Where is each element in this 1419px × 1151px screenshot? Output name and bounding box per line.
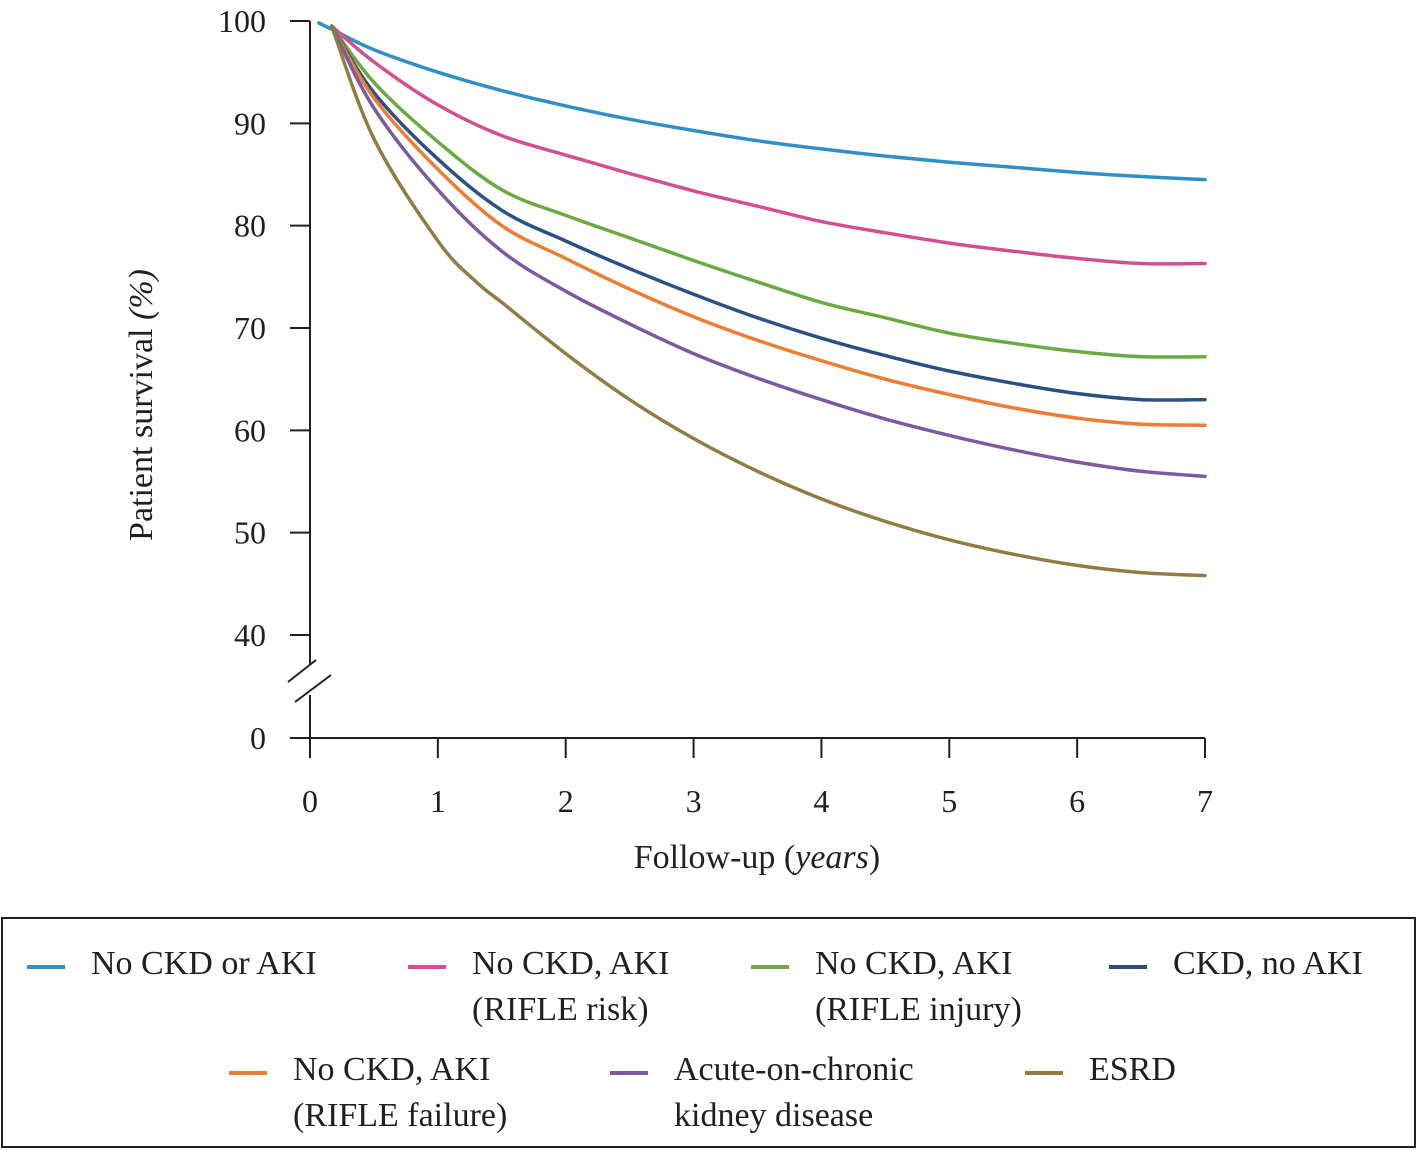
- legend-label-line: No CKD or AKI: [91, 945, 317, 982]
- x-tick-label: 2: [558, 783, 574, 819]
- x-axis-label: Follow-up (years): [634, 839, 880, 876]
- legend-label: No CKD, AKI (RIFLE injury): [815, 941, 1022, 1033]
- legend-swatch: [1109, 965, 1147, 969]
- series-line-7: [329, 24, 1207, 578]
- series-line-3: [329, 24, 1207, 359]
- x-ticks: 0 1 2 3 4 5 6 7: [302, 738, 1213, 819]
- legend-label-line: (RIFLE failure): [293, 1097, 508, 1134]
- legend-swatch: [610, 1071, 648, 1075]
- axis-break-mark: [294, 674, 332, 703]
- legend-item: CKD, no AKI: [1109, 941, 1363, 987]
- legend-label: CKD, no AKI: [1173, 941, 1363, 987]
- x-tick-label: 0: [302, 783, 318, 819]
- series-line-4: [329, 24, 1207, 402]
- legend-item: No CKD, AKI (RIFLE risk): [408, 941, 669, 1033]
- legend-swatch: [1025, 1071, 1063, 1075]
- x-tick-label: 5: [941, 783, 957, 819]
- series-lines: [317, 21, 1207, 578]
- legend-label: Acute-on-chronic kidney disease: [674, 1047, 914, 1139]
- series-line-5: [329, 24, 1207, 427]
- x-tick-label: 6: [1069, 783, 1085, 819]
- legend-label-line: (RIFLE risk): [472, 991, 649, 1028]
- legend-label-line: No CKD, AKI: [472, 945, 670, 982]
- legend-label-line: No CKD, AKI: [815, 945, 1013, 982]
- y-tick-label: 50: [234, 515, 266, 551]
- x-tick-label: 1: [430, 783, 446, 819]
- legend-swatch: [408, 965, 446, 969]
- legend-swatch: [27, 965, 65, 969]
- y-tick-label: 0: [250, 720, 266, 756]
- legend: No CKD or AKI No CKD, AKI (RIFLE risk) No C…: [1, 917, 1416, 1148]
- legend-label-line: ESRD: [1089, 1051, 1176, 1088]
- y-tick-label: 90: [234, 105, 266, 141]
- y-ticks: 100 90 80 70 60 50 40 0: [218, 3, 310, 756]
- series-line-1: [317, 21, 1207, 182]
- legend-item: No CKD, AKI (RIFLE failure): [229, 1047, 507, 1139]
- y-tick-label: 80: [234, 208, 266, 244]
- legend-label-line: Acute-on-chronic: [674, 1051, 914, 1088]
- legend-item: No CKD or AKI: [27, 941, 317, 987]
- legend-swatch: [751, 965, 789, 969]
- series-line-6: [329, 24, 1207, 479]
- legend-item: No CKD, AKI (RIFLE injury): [751, 941, 1022, 1033]
- x-tick-label: 7: [1197, 783, 1213, 819]
- legend-item: Acute-on-chronic kidney disease: [610, 1047, 914, 1139]
- legend-label-line: (RIFLE injury): [815, 991, 1022, 1028]
- legend-label-line: No CKD, AKI: [293, 1051, 491, 1088]
- series-line-2: [329, 24, 1207, 266]
- legend-label-line: CKD, no AKI: [1173, 945, 1363, 982]
- legend-label: No CKD, AKI (RIFLE risk): [472, 941, 669, 1033]
- legend-label: No CKD or AKI: [91, 941, 317, 987]
- legend-label-line: kidney disease: [674, 1097, 874, 1134]
- x-tick-label: 4: [813, 783, 829, 819]
- survival-chart: 100 90 80 70 60 50 40 0 0 1 2 3 4 5 6 7 Patient surviv…: [123, 3, 1213, 876]
- x-tick-label: 3: [686, 783, 702, 819]
- axis-break-mark: [287, 659, 317, 683]
- axes: [287, 21, 1205, 739]
- y-tick-label: 40: [234, 617, 266, 653]
- legend-item: ESRD: [1025, 1047, 1176, 1093]
- y-tick-label: 100: [218, 3, 266, 39]
- y-axis-label: Patient survival (%): [123, 269, 160, 541]
- legend-label: ESRD: [1089, 1047, 1176, 1093]
- y-tick-label: 60: [234, 412, 266, 448]
- legend-label: No CKD, AKI (RIFLE failure): [293, 1047, 507, 1139]
- y-tick-label: 70: [234, 310, 266, 346]
- legend-swatch: [229, 1071, 267, 1075]
